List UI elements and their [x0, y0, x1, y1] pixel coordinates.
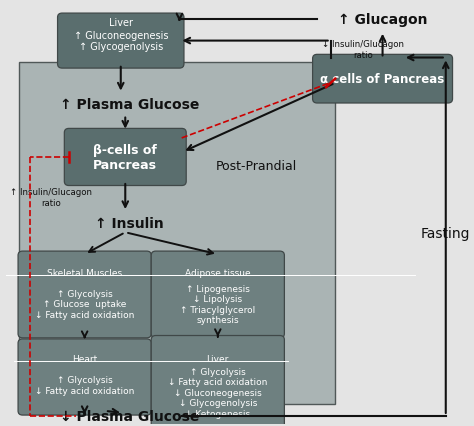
Text: ↓ Insulin/Glucagon
ratio: ↓ Insulin/Glucagon ratio — [322, 40, 404, 60]
FancyBboxPatch shape — [151, 251, 284, 338]
Text: Liver: Liver — [109, 18, 133, 28]
FancyBboxPatch shape — [64, 129, 186, 186]
Text: ↑ Insulin: ↑ Insulin — [95, 216, 164, 230]
Text: ↓ Plasma Glucose: ↓ Plasma Glucose — [60, 409, 200, 423]
FancyBboxPatch shape — [312, 55, 453, 104]
Text: Skeletal Muscles: Skeletal Muscles — [47, 268, 122, 277]
FancyBboxPatch shape — [18, 339, 151, 415]
Text: ↑ Gluconeogenesis
↑ Glycogenolysis: ↑ Gluconeogenesis ↑ Glycogenolysis — [73, 31, 168, 52]
Text: Post-Prandial: Post-Prandial — [216, 160, 297, 173]
Text: Fasting: Fasting — [421, 227, 471, 241]
Text: ↑ Glycolysis
↓ Fatty acid oxidation
↓ Gluconeogenesis
↓ Glycogenolysis
↓ Ketogen: ↑ Glycolysis ↓ Fatty acid oxidation ↓ Gl… — [168, 367, 267, 417]
Text: ↑ Lipogenesis
↓ Lipolysis
↑ Triacylglycerol
synthesis: ↑ Lipogenesis ↓ Lipolysis ↑ Triacylglyce… — [180, 284, 255, 324]
FancyBboxPatch shape — [19, 63, 335, 405]
FancyBboxPatch shape — [57, 14, 184, 69]
FancyBboxPatch shape — [151, 336, 284, 426]
FancyBboxPatch shape — [18, 251, 151, 338]
Text: β-cells of
Pancreas: β-cells of Pancreas — [93, 144, 157, 172]
Text: ↑ Glycolysis
↓ Fatty acid oxidation: ↑ Glycolysis ↓ Fatty acid oxidation — [35, 376, 134, 395]
Text: Adipose tissue: Adipose tissue — [185, 268, 251, 277]
Text: α cells of Pancreas: α cells of Pancreas — [320, 73, 445, 86]
Text: ↑ Plasma Glucose: ↑ Plasma Glucose — [60, 98, 200, 112]
Text: ↑ Glycolysis
↑ Glucose  uptake
↓ Fatty acid oxidation: ↑ Glycolysis ↑ Glucose uptake ↓ Fatty ac… — [35, 289, 134, 319]
Text: ↑ Glucagon: ↑ Glucagon — [338, 13, 428, 27]
Text: Heart: Heart — [72, 354, 97, 363]
Text: ↑ Insulin/Glucagon
ratio: ↑ Insulin/Glucagon ratio — [10, 188, 92, 207]
Text: Liver: Liver — [207, 354, 229, 363]
